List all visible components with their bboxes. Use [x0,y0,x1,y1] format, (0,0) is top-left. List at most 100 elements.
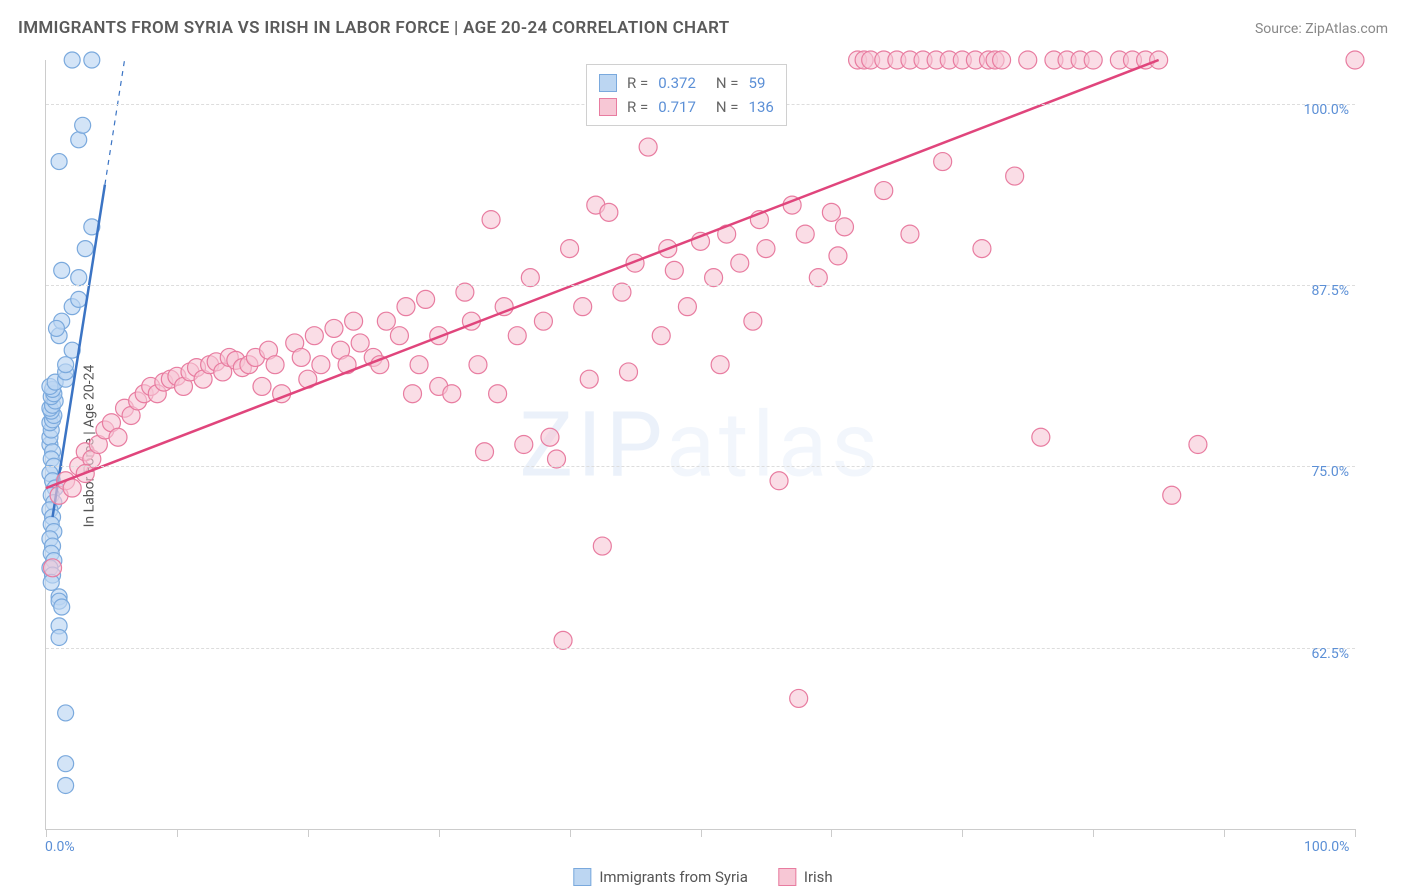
legend-row: R = 0.372 N = 59 [599,71,774,95]
scatter-point [1019,51,1037,69]
scatter-point [305,327,323,345]
legend-n-value: 59 [749,71,766,95]
scatter-point [744,312,762,330]
scatter-point [58,357,74,373]
scatter-point [652,327,670,345]
x-tick [1355,829,1356,837]
scatter-point [63,479,81,497]
scatter-point [580,370,598,388]
scatter-point [54,599,70,615]
x-tick [962,829,963,837]
scatter-point [482,211,500,229]
x-tick [831,829,832,837]
legend-item: Immigrants from Syria [573,868,748,886]
x-tick-label: 100.0% [1304,839,1349,855]
scatter-point [1189,436,1207,454]
chart-title: IMMIGRANTS FROM SYRIA VS IRISH IN LABOR … [18,18,729,38]
scatter-point [266,356,284,374]
chart-header: IMMIGRANTS FROM SYRIA VS IRISH IN LABOR … [18,18,1388,38]
scatter-point [561,240,579,258]
scatter-point [534,312,552,330]
scatter-point [829,247,847,265]
scatter-point [620,363,638,381]
scatter-point [973,240,991,258]
scatter-point [417,290,435,308]
legend-r-value: 0.372 [658,71,696,95]
scatter-point [639,138,657,156]
trend-line-extrapolated [105,60,125,185]
y-tick-label: 75.0% [1311,464,1349,480]
legend-swatch [599,98,617,116]
scatter-point [515,436,533,454]
chart-source: Source: ZipAtlas.com [1255,21,1388,37]
legend-r-label: R = [627,95,648,119]
legend-item: Irish [778,868,833,886]
legend-swatch [599,74,617,92]
scatter-point [397,298,415,316]
scatter-svg [46,60,1355,829]
legend-series-name: Irish [804,868,833,886]
scatter-point [1163,486,1181,504]
scatter-point [51,629,67,645]
y-tick-label: 100.0% [1304,102,1349,118]
scatter-point [993,51,1011,69]
scatter-point [109,428,127,446]
scatter-point [345,312,363,330]
scatter-point [377,312,395,330]
legend-series-name: Immigrants from Syria [599,868,748,886]
legend-swatch [778,868,796,886]
scatter-point [508,327,526,345]
legend-n-label: N = [716,95,739,119]
scatter-point [390,327,408,345]
scatter-point [71,132,87,148]
scatter-point [875,182,893,200]
scatter-point [822,203,840,221]
scatter-point [934,153,952,171]
scatter-point [593,537,611,555]
scatter-point [71,270,87,286]
scatter-point [678,298,696,316]
scatter-point [835,218,853,236]
x-tick [570,829,571,837]
legend-r-label: R = [627,71,648,95]
scatter-point [469,356,487,374]
scatter-point [711,356,729,374]
scatter-point [1006,167,1024,185]
scatter-point [325,319,343,337]
scatter-point [75,117,91,133]
legend-n-value: 136 [749,95,774,119]
scatter-point [1346,51,1364,69]
x-tick [439,829,440,837]
scatter-point [770,472,788,490]
scatter-point [292,348,310,366]
scatter-point [71,291,87,307]
scatter-point [476,443,494,461]
legend-n-label: N = [716,71,739,95]
scatter-point [77,241,93,257]
y-tick-label: 62.5% [1311,646,1349,662]
x-tick [177,829,178,837]
scatter-point [48,320,64,336]
scatter-point [253,377,271,395]
scatter-point [312,356,330,374]
x-tick [1224,829,1225,837]
scatter-point [443,385,461,403]
scatter-point [489,385,507,403]
scatter-point [790,689,808,707]
scatter-point [410,356,428,374]
grid-line [46,285,1355,286]
legend-row: R = 0.717 N = 136 [599,95,774,119]
legend-r-value: 0.717 [658,95,696,119]
scatter-point [541,428,559,446]
scatter-point [1032,428,1050,446]
scatter-point [51,154,67,170]
scatter-point [351,334,369,352]
legend-bottom: Immigrants from Syria Irish [573,868,832,886]
x-tick [308,829,309,837]
y-tick-label: 87.5% [1311,283,1349,299]
scatter-point [757,240,775,258]
scatter-point [404,385,422,403]
legend-correlation: R = 0.372 N = 59 R = 0.717 N = 136 [586,64,787,126]
x-tick [701,829,702,837]
x-tick-label: 0.0% [45,839,75,855]
